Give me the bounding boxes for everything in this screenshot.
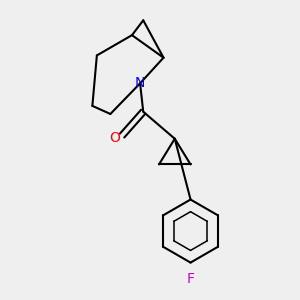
Text: O: O — [109, 131, 120, 145]
Text: N: N — [135, 76, 145, 90]
Text: F: F — [187, 272, 194, 286]
